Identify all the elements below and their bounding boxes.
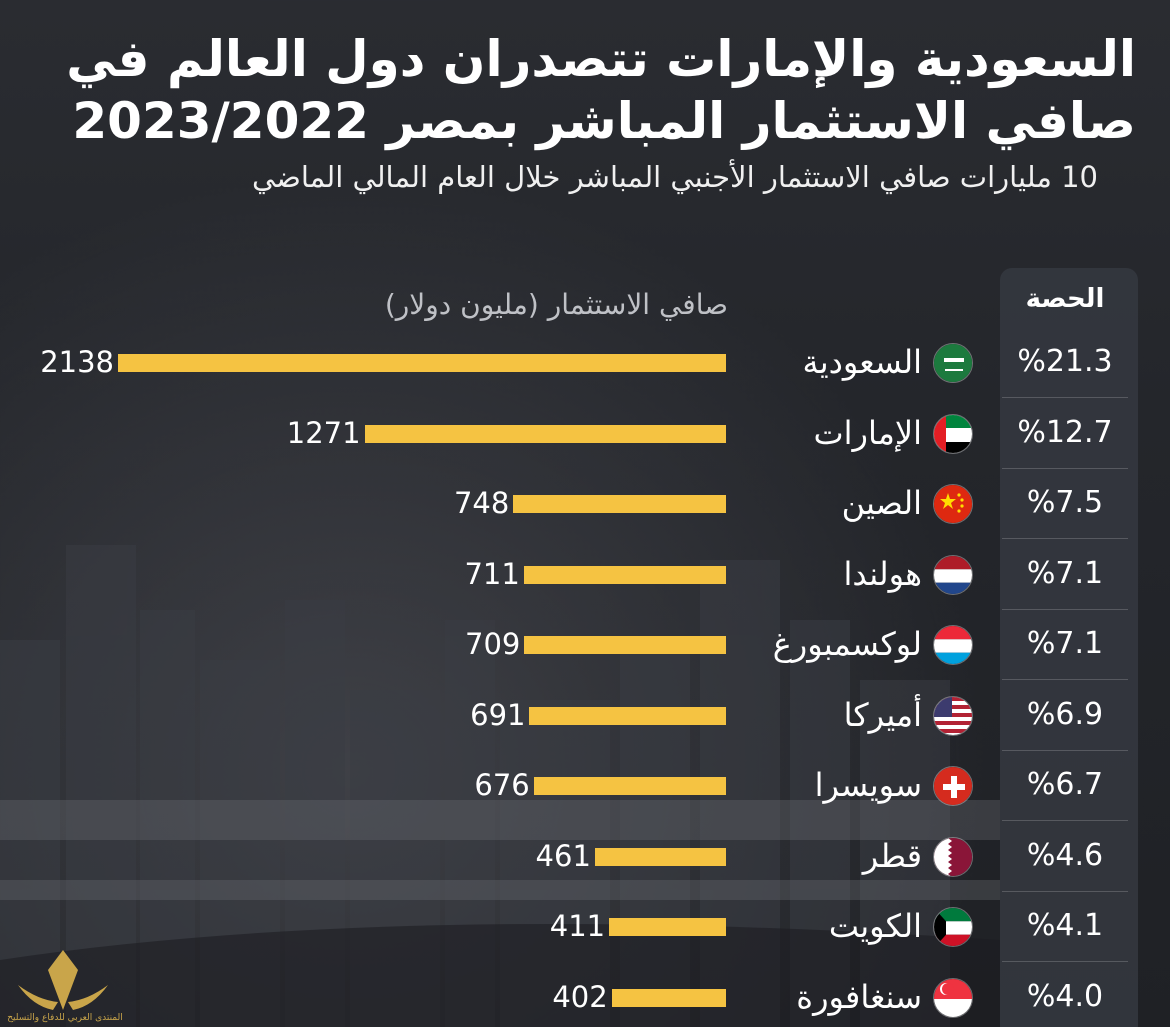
country-label: الإمارات (813, 413, 923, 452)
switzerland-flag-icon (933, 766, 973, 806)
row-divider (1002, 749, 1128, 751)
netherlands-flag-icon (933, 554, 973, 595)
bar (364, 424, 726, 443)
usa-flag-icon (933, 695, 973, 736)
row-divider (1002, 608, 1128, 610)
row-divider (1002, 538, 1128, 539)
country-label: الصين (841, 484, 922, 522)
bar-value-label: 691 (470, 697, 526, 732)
bar (611, 988, 726, 1007)
bar (609, 918, 726, 936)
row-divider (1002, 679, 1128, 680)
row-divider (1002, 961, 1128, 962)
chart-title: السعودية والإمارات تتصدران دول العالم في… (66, 30, 1136, 150)
chart-row: 676 سويسرا %6.7 (0, 751, 1170, 821)
bar-value-label: 676 (474, 768, 530, 802)
share-value: %12.7 (1017, 414, 1113, 450)
row-divider (1002, 397, 1128, 398)
share-column-panel (1000, 268, 1138, 1027)
chart-subtitle: 10 مليارات صافي الاستثمار الأجنبي المباش… (252, 160, 1098, 194)
share-column-header: الحصة (1025, 284, 1105, 314)
row-divider (1002, 467, 1128, 469)
bar-value-label: 402 (552, 979, 608, 1014)
bar-value-label: 709 (465, 627, 521, 661)
bar-value-label: 2138 (40, 345, 114, 379)
row-divider (1002, 890, 1128, 892)
chart-row: 748 الصين %7.5 (0, 469, 1170, 539)
bar (594, 847, 726, 866)
qatar-flag-icon (933, 836, 973, 877)
share-value: %4.6 (1026, 837, 1104, 873)
share-value: %7.1 (1026, 555, 1104, 591)
country-label: قطر (862, 836, 922, 875)
value-axis-label: صافي الاستثمار (مليون دولار) (384, 288, 728, 321)
bar (533, 777, 726, 795)
country-label: لوكسمبورغ (772, 625, 922, 663)
chart-row: 402 سنغافورة %4.0 (0, 963, 1170, 1027)
uae-flag-icon (933, 413, 973, 454)
bar-value-label: 748 (453, 486, 510, 520)
bar-value-label: 411 (549, 909, 606, 943)
watermark-text: المنتدى العربي للدفاع والتسليح (7, 1013, 123, 1023)
kuwait-flag-icon (933, 907, 973, 947)
chart-row: 411 الكويت %4.1 (0, 892, 1170, 962)
chart-row: 2138 السعودية %21.3 (0, 328, 1170, 398)
country-label: سويسرا (814, 766, 922, 804)
header: السعودية والإمارات تتصدران دول العالم في… (20, 28, 1150, 196)
saudi-arabia-flag-icon (933, 343, 973, 383)
bar (118, 354, 726, 372)
share-value: %7.1 (1026, 626, 1104, 661)
country-label: أميركا (843, 695, 922, 734)
forum-logo-icon (18, 950, 108, 1010)
chart-row: 461 قطر %4.6 (0, 822, 1170, 892)
share-value: %6.7 (1026, 767, 1104, 802)
chart-row: 1271 الإمارات %12.7 (0, 399, 1170, 469)
row-divider (1002, 820, 1128, 821)
chart-row: 709 لوكسمبورغ %7.1 (0, 610, 1170, 680)
share-value: %6.9 (1026, 696, 1104, 732)
country-label: سنغافورة (796, 977, 922, 1016)
bar (523, 565, 726, 584)
chart-row: 711 هولندا %7.1 (0, 540, 1170, 610)
luxembourg-flag-icon (933, 625, 973, 665)
bar (524, 636, 726, 654)
country-label: هولندا (843, 554, 923, 593)
chart-row: 691 أميركا %6.9 (0, 681, 1170, 751)
share-value: %4.1 (1026, 908, 1104, 943)
share-value: %7.5 (1026, 485, 1104, 520)
bar (513, 495, 726, 513)
share-value: %4.0 (1026, 978, 1104, 1014)
bar-value-label: 711 (464, 556, 520, 591)
singapore-flag-icon (933, 977, 973, 1018)
bar (529, 706, 726, 725)
china-flag-icon (933, 484, 973, 524)
bar-value-label: 461 (535, 838, 591, 873)
share-value: %21.3 (1017, 344, 1113, 379)
country-label: الكويت (828, 907, 922, 945)
bar-value-label: 1271 (286, 415, 361, 450)
country-label: السعودية (802, 343, 922, 381)
